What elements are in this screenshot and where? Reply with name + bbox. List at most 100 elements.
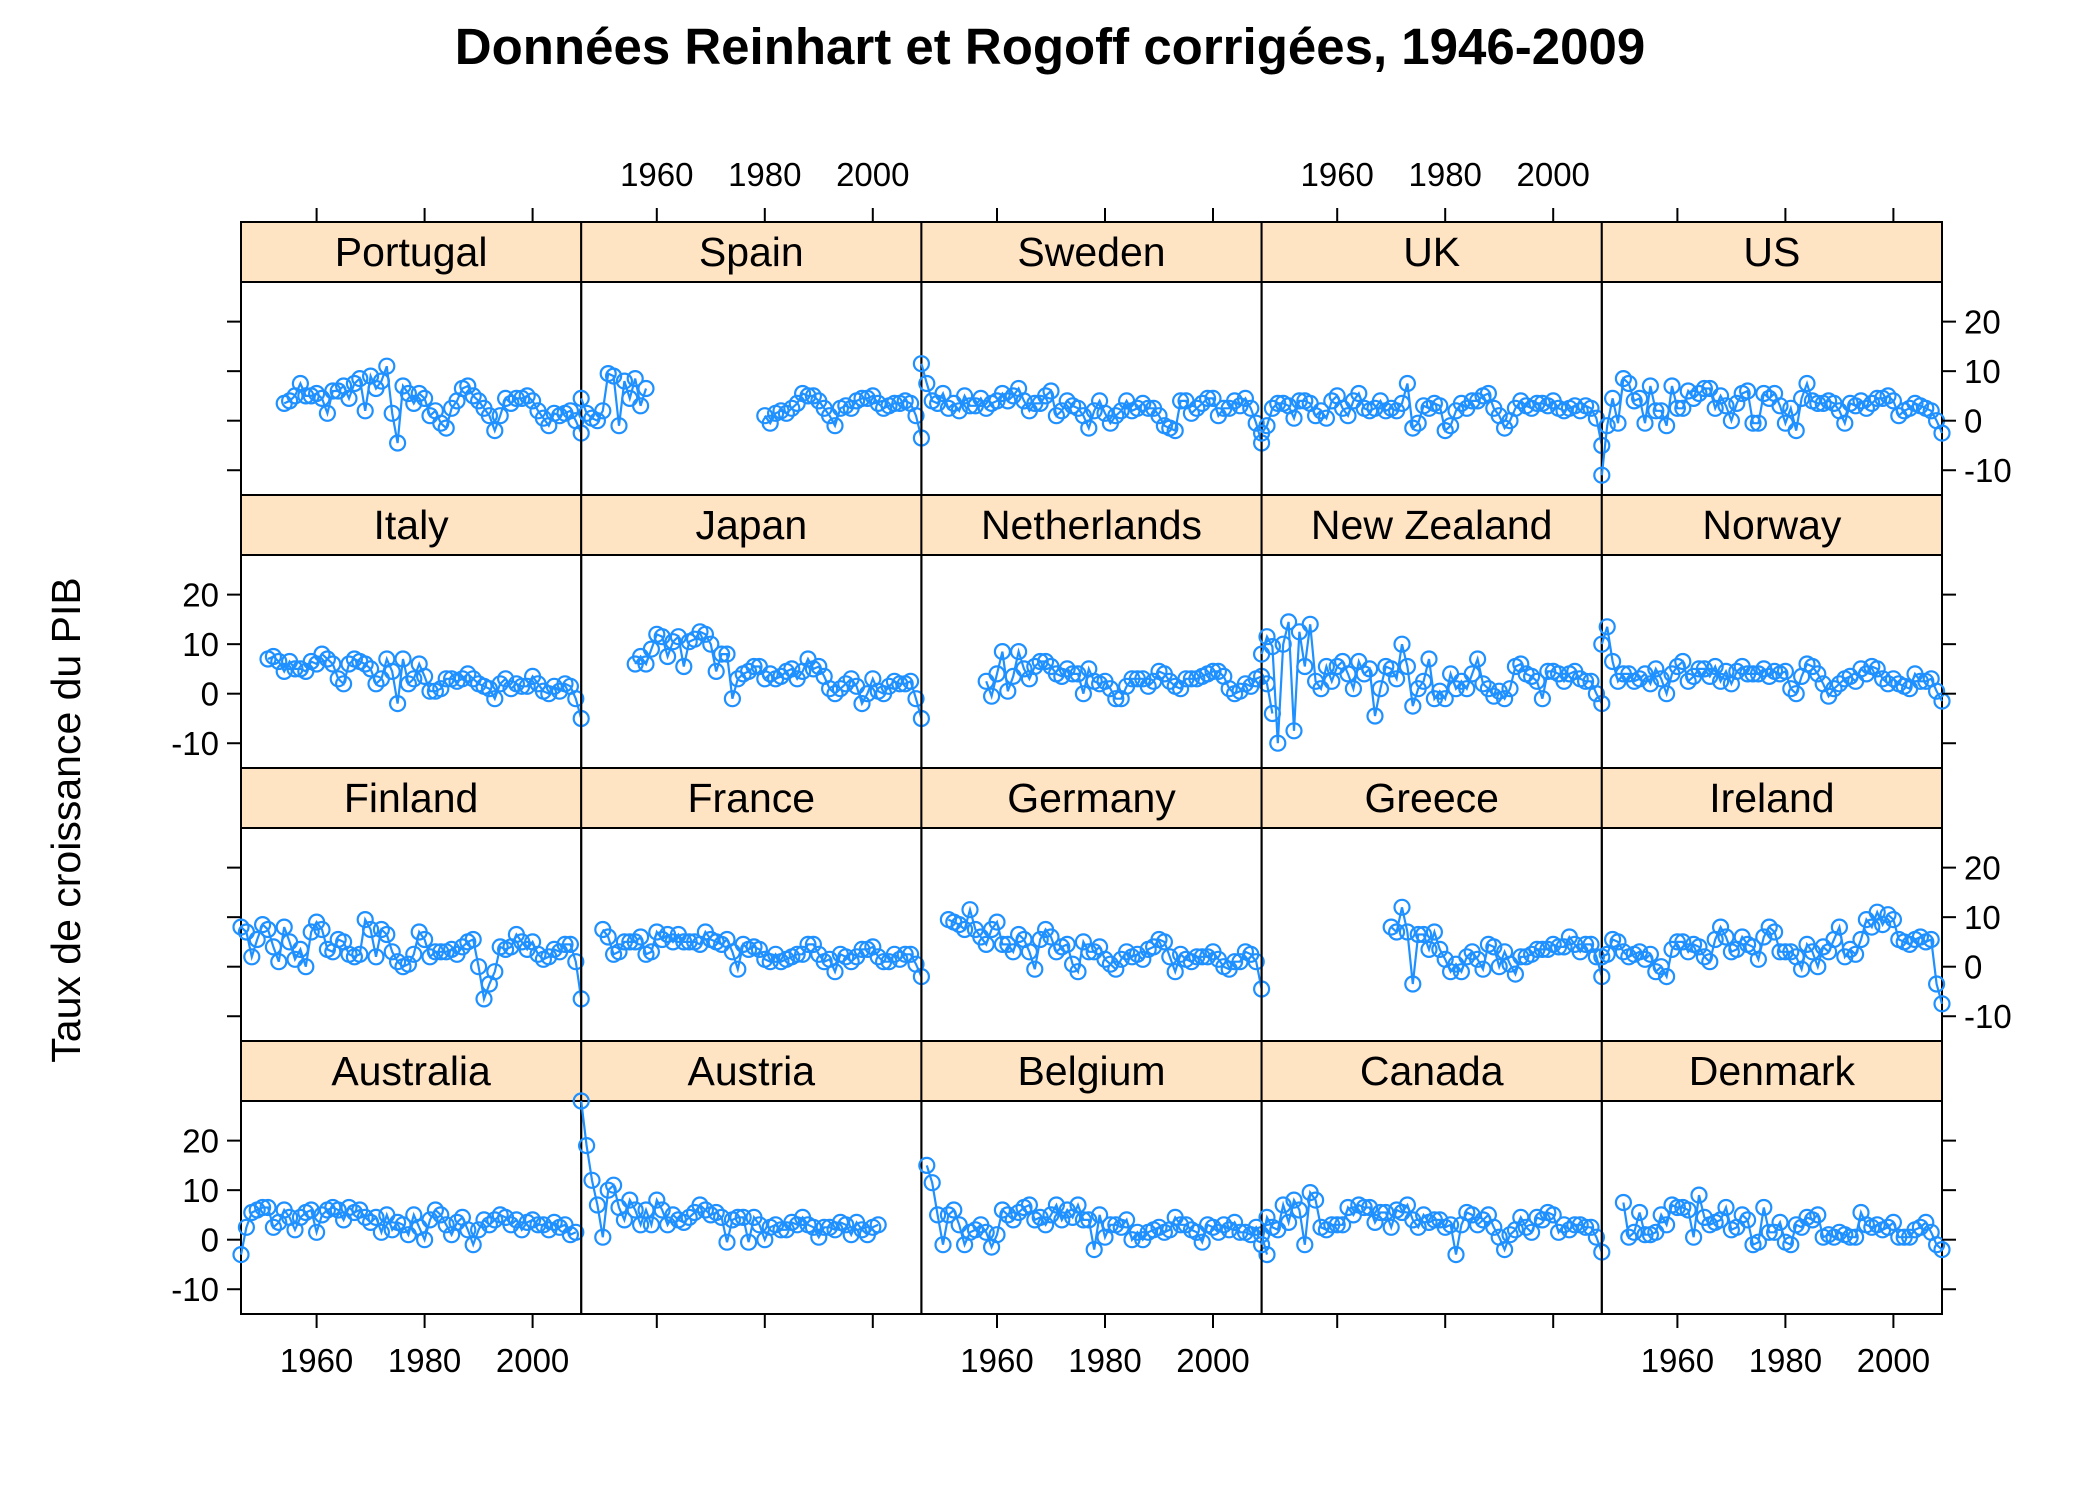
point-canada-2003 bbox=[1560, 1221, 1579, 1239]
point-norway-1998 bbox=[1873, 670, 1892, 688]
y-tick-label-left-3-0: 0 bbox=[201, 1222, 219, 1259]
chart-title: Données Reinhart et Rogoff corrigées, 19… bbox=[455, 18, 1645, 75]
point-austria-1949 bbox=[588, 1196, 607, 1214]
point-uk-2005 bbox=[1571, 402, 1589, 420]
point-finland-1948 bbox=[243, 948, 261, 966]
point-portugal-1989 bbox=[464, 387, 482, 405]
point-greece-1987 bbox=[1474, 960, 1492, 978]
point-new-zealand-1965 bbox=[1355, 665, 1373, 683]
point-us-1949 bbox=[1609, 414, 1627, 432]
point-austria-1957 bbox=[631, 1216, 650, 1234]
point-australia-1964 bbox=[329, 1201, 347, 1219]
point-australia-1971 bbox=[367, 1208, 385, 1227]
point-finland-1957 bbox=[291, 940, 309, 959]
point-belgium-1947 bbox=[918, 1156, 936, 1175]
point-ireland-1966 bbox=[1701, 953, 1719, 971]
point-sweden-1965 bbox=[1015, 392, 1033, 410]
point-uk-1999 bbox=[1539, 397, 1557, 415]
point-denmark-2005 bbox=[1911, 1218, 1930, 1236]
point-norway-1946 bbox=[1593, 635, 1611, 653]
point-uk-2004 bbox=[1566, 397, 1584, 415]
point-belgium-1990 bbox=[1150, 1218, 1168, 1236]
point-us-1960 bbox=[1668, 399, 1687, 417]
point-norway-1961 bbox=[1674, 652, 1692, 671]
point-denmark-1986 bbox=[1809, 1206, 1827, 1224]
strip-portugal bbox=[240, 221, 583, 283]
strip-uk bbox=[1260, 221, 1603, 283]
point-ireland-1968 bbox=[1711, 918, 1730, 936]
point-finland-1959 bbox=[302, 923, 320, 941]
point-japan-1981 bbox=[761, 665, 779, 683]
panel-france: France bbox=[580, 767, 931, 1042]
point-ireland-1949 bbox=[1609, 933, 1627, 951]
panel-australia: Australia bbox=[232, 1040, 585, 1315]
point-ireland-1978 bbox=[1765, 923, 1784, 941]
point-austria-1962 bbox=[658, 1216, 677, 1234]
point-us-1974 bbox=[1744, 414, 1762, 432]
panel-greece: Greece bbox=[1260, 767, 1611, 1042]
point-greece-1977 bbox=[1420, 940, 1438, 959]
point-finland-2008 bbox=[567, 953, 585, 971]
point-denmark-2006 bbox=[1917, 1213, 1935, 1232]
point-japan-1985 bbox=[783, 660, 801, 678]
strip-us bbox=[1600, 221, 1944, 283]
point-new-zealand-1970 bbox=[1382, 660, 1400, 678]
x-tick-label-bottom-4-1980: 1980 bbox=[1749, 1342, 1822, 1379]
point-greece-1971 bbox=[1387, 923, 1406, 941]
x-tick-label-bottom-2-1960: 1960 bbox=[960, 1342, 1033, 1379]
point-denmark-1950 bbox=[1614, 1193, 1633, 1212]
point-belgium-2005 bbox=[1231, 1223, 1249, 1241]
point-ireland-1998 bbox=[1873, 915, 1892, 934]
point-ireland-1957 bbox=[1652, 958, 1670, 976]
point-us-1991 bbox=[1836, 414, 1854, 432]
point-us-1979 bbox=[1771, 397, 1789, 415]
point-denmark-1997 bbox=[1868, 1216, 1886, 1234]
strip-ireland bbox=[1600, 767, 1944, 829]
point-us-1958 bbox=[1657, 417, 1676, 435]
point-new-zealand-1968 bbox=[1371, 680, 1390, 698]
point-finland-2001 bbox=[529, 945, 547, 963]
point-uk-1997 bbox=[1528, 394, 1546, 412]
panel-italy: Italy bbox=[240, 494, 590, 769]
point-spain-1952 bbox=[604, 367, 623, 385]
point-uk-1956 bbox=[1306, 407, 1325, 425]
point-ireland-1955 bbox=[1641, 945, 1660, 963]
point-denmark-1972 bbox=[1733, 1206, 1751, 1224]
point-new-zealand-1951 bbox=[1279, 613, 1298, 631]
point-norway-1986 bbox=[1809, 665, 1827, 683]
point-australia-2004 bbox=[545, 1213, 563, 1232]
point-greece-1972 bbox=[1393, 898, 1411, 916]
point-japan-1962 bbox=[658, 647, 677, 666]
point-sweden-1978 bbox=[1085, 402, 1103, 420]
point-austria-1989 bbox=[804, 1218, 823, 1236]
point-new-zealand-1966 bbox=[1360, 660, 1379, 678]
y-tick-label-left-1-0: 0 bbox=[201, 676, 219, 713]
point-australia-1991 bbox=[475, 1211, 493, 1229]
point-us-1997 bbox=[1868, 389, 1886, 407]
point-australia-1972 bbox=[372, 1223, 390, 1241]
point-sweden-1946 bbox=[912, 355, 931, 373]
point-germany-1973 bbox=[1058, 935, 1076, 954]
point-australia-1993 bbox=[486, 1211, 504, 1229]
point-norway-1974 bbox=[1744, 665, 1762, 683]
point-japan-1977 bbox=[739, 662, 758, 681]
point-portugal-1978 bbox=[405, 394, 423, 412]
point-france-2005 bbox=[891, 950, 909, 968]
x-tick-label-top-3-1980: 1980 bbox=[1408, 156, 1481, 193]
point-germany-1967 bbox=[1026, 960, 1044, 978]
point-denmark-1979 bbox=[1771, 1213, 1789, 1232]
point-austria-1951 bbox=[599, 1181, 617, 1199]
point-new-zealand-1985 bbox=[1463, 665, 1481, 683]
point-us-1954 bbox=[1636, 414, 1654, 432]
point-italy-1995 bbox=[497, 670, 515, 688]
point-france-1989 bbox=[804, 935, 823, 954]
point-belgium-1978 bbox=[1085, 1240, 1103, 1259]
point-japan-1961 bbox=[653, 628, 671, 646]
point-denmark-1964 bbox=[1690, 1186, 1708, 1204]
point-france-2001 bbox=[869, 948, 887, 966]
point-sweden-1996 bbox=[1182, 404, 1201, 422]
point-us-1971 bbox=[1728, 394, 1746, 412]
point-belgium-1984 bbox=[1117, 1211, 1136, 1229]
point-ireland-1947 bbox=[1598, 945, 1616, 963]
point-australia-1947 bbox=[237, 1218, 255, 1236]
